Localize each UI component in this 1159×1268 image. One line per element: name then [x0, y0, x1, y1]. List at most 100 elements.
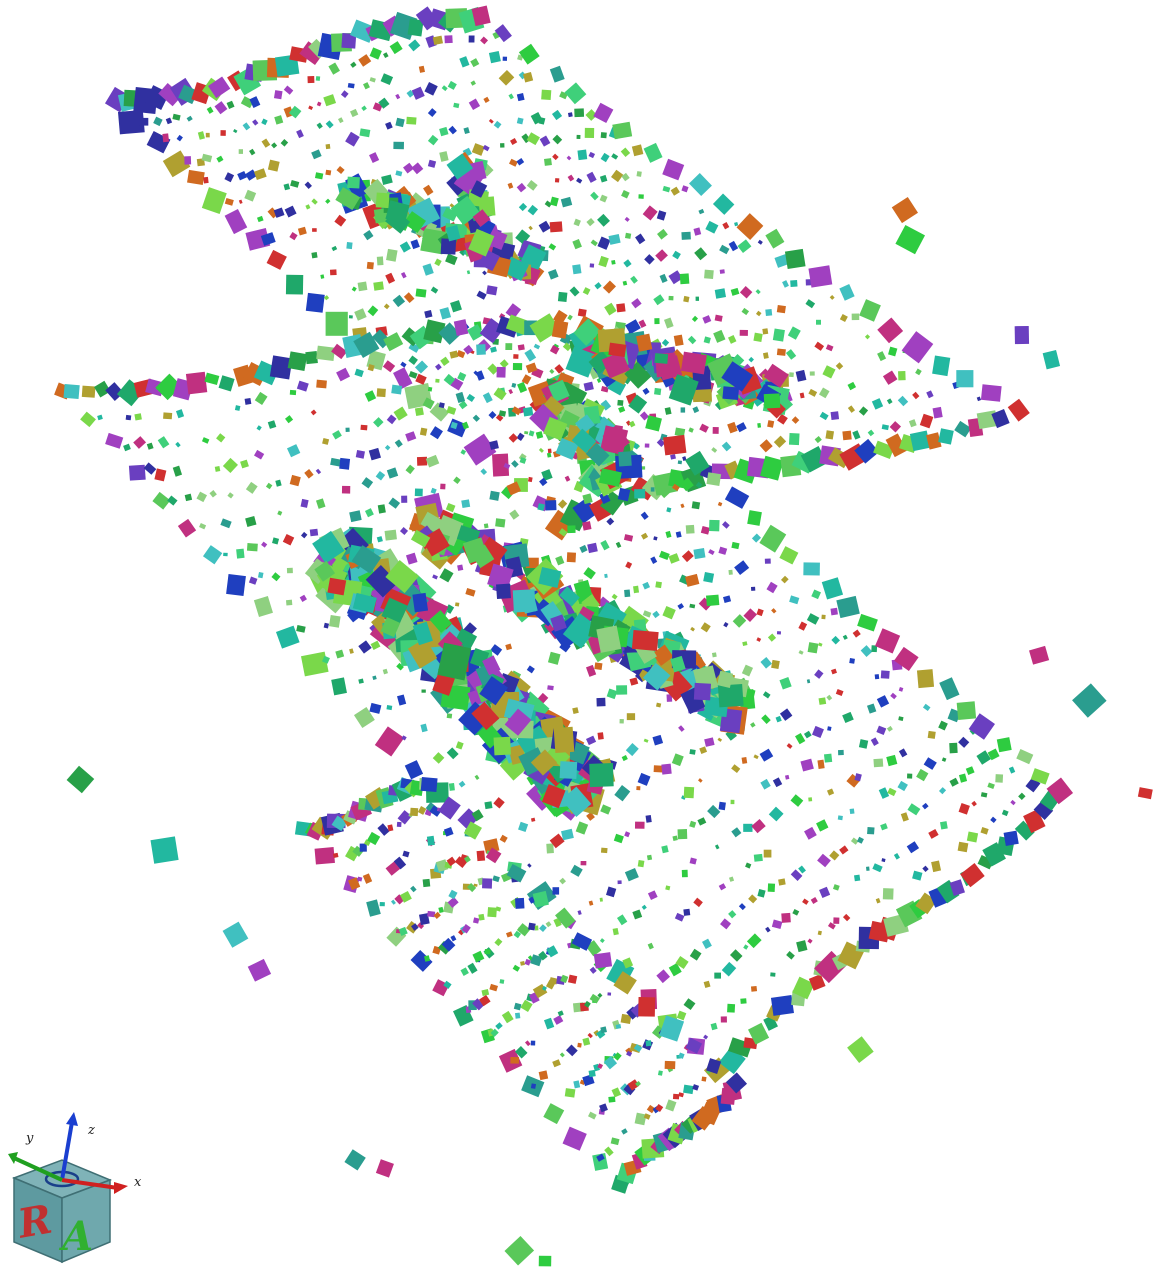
point [954, 420, 972, 438]
point [158, 83, 182, 107]
point [422, 397, 435, 410]
point [367, 364, 375, 372]
point [304, 469, 314, 479]
point [473, 883, 478, 887]
point [480, 468, 488, 476]
point [601, 351, 630, 379]
point [530, 1083, 537, 1089]
point [435, 859, 449, 873]
point [642, 205, 658, 221]
point [252, 119, 259, 126]
point [1030, 768, 1050, 785]
point [411, 923, 419, 931]
point [836, 595, 860, 619]
point [842, 711, 854, 724]
point [66, 765, 95, 794]
point [244, 189, 257, 202]
point [117, 109, 145, 135]
point [528, 430, 535, 437]
point [542, 395, 565, 418]
point [550, 614, 567, 632]
point [872, 863, 883, 873]
point [470, 544, 495, 569]
point [680, 351, 707, 375]
point [634, 821, 645, 829]
point [471, 5, 491, 27]
point [956, 370, 974, 388]
point [257, 572, 264, 579]
point [508, 388, 514, 395]
point [691, 315, 699, 322]
point [438, 402, 445, 409]
point [390, 899, 396, 905]
point [898, 371, 906, 381]
point [635, 1080, 641, 1087]
point [424, 81, 438, 96]
point [835, 362, 844, 370]
point [274, 115, 284, 125]
point [402, 850, 410, 858]
point [600, 385, 609, 393]
point [756, 608, 764, 617]
point [661, 763, 672, 775]
point [588, 1111, 597, 1120]
point [285, 599, 293, 606]
point [446, 747, 459, 760]
point [857, 613, 878, 632]
point [768, 806, 784, 822]
point [440, 483, 446, 490]
point [559, 1052, 565, 1058]
point [280, 139, 289, 147]
point [671, 753, 684, 767]
point [798, 621, 808, 631]
point [897, 780, 908, 792]
point [412, 592, 429, 613]
point [422, 878, 431, 888]
point [617, 880, 622, 885]
point [656, 969, 671, 984]
point [576, 134, 581, 140]
point [420, 723, 428, 733]
point [277, 510, 283, 516]
point [488, 50, 501, 64]
point [426, 835, 435, 846]
point [290, 179, 300, 188]
point [940, 821, 948, 830]
point [483, 523, 489, 529]
point [606, 688, 618, 700]
point [572, 497, 598, 524]
point [461, 924, 471, 934]
point [714, 972, 721, 979]
point [675, 956, 689, 970]
point [423, 184, 434, 196]
point [777, 413, 788, 425]
point [926, 432, 942, 450]
point [635, 233, 646, 245]
point [790, 869, 803, 881]
point [670, 655, 686, 673]
point [234, 405, 241, 411]
point [528, 896, 536, 904]
point [184, 493, 193, 502]
point [1010, 799, 1016, 806]
x-axis-arrow [61, 1178, 119, 1190]
point [880, 823, 888, 831]
point [808, 974, 826, 991]
point [588, 151, 596, 159]
point [586, 171, 597, 183]
point [856, 836, 864, 844]
point [727, 421, 738, 434]
point [201, 187, 227, 214]
point [750, 985, 758, 992]
point [761, 714, 771, 724]
point [654, 387, 662, 396]
point [323, 94, 337, 107]
point [646, 854, 653, 861]
point [530, 817, 536, 822]
point [587, 1032, 593, 1039]
point [766, 581, 778, 594]
point [227, 492, 234, 499]
point [253, 168, 267, 181]
point [482, 144, 490, 152]
point [662, 158, 685, 181]
